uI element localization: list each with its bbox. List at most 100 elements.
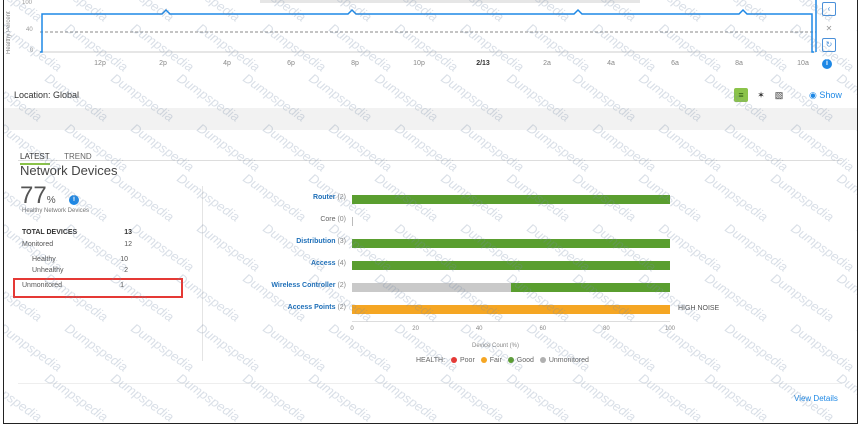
- info-icon[interactable]: i: [69, 195, 79, 205]
- watermark-text: Dumpspedia: [570, 270, 639, 325]
- watermark-text: Dumpspedia: [240, 270, 309, 325]
- tab-trend[interactable]: TREND: [64, 152, 92, 161]
- watermark-text: Dumpspedia: [306, 370, 375, 424]
- timeline-x-tick: 8a: [735, 60, 743, 67]
- divider: [18, 383, 842, 384]
- watermark-text: Dumpspedia: [108, 170, 177, 225]
- chart-x-tick: 40: [475, 326, 483, 332]
- timeline-x-tick: 6p: [287, 60, 295, 67]
- watermark-text: Dumpspedia: [174, 270, 243, 325]
- chevron-left-icon[interactable]: ‹: [822, 2, 836, 16]
- timeline-x-tick: 4a: [607, 60, 615, 67]
- watermark-text: Dumpspedia: [3, 370, 45, 424]
- bar-label[interactable]: Distribution (3): [296, 238, 346, 245]
- row-value: 2: [124, 267, 128, 274]
- row-value: 12: [124, 241, 132, 248]
- legend-item-good: Good: [507, 357, 534, 364]
- timeline-x-tick: 10a: [797, 60, 809, 67]
- network-health-panel: Healthy Percent 100 40 0 12p 2p 4p 6p 8p…: [3, 0, 858, 424]
- legend-item-fair: Fair: [480, 357, 502, 364]
- bar-row: [352, 261, 670, 270]
- info-icon[interactable]: i: [822, 59, 832, 69]
- summary-row-monitored: Monitored 12: [22, 241, 132, 248]
- bar-annotation: HIGH NOISE: [678, 305, 720, 312]
- bar-label[interactable]: Access (4): [310, 260, 346, 267]
- bar-segment-good[interactable]: [352, 195, 670, 204]
- bar-segment-fair[interactable]: [352, 305, 670, 314]
- divider: [18, 160, 842, 161]
- chart-x-tick: 20: [412, 326, 419, 332]
- show-link-label: Show: [819, 90, 842, 100]
- legend-item-unmonitored: Unmonitored: [539, 357, 589, 364]
- watermark-text: Dumpspedia: [788, 320, 857, 375]
- watermark-text: Dumpspedia: [722, 320, 791, 375]
- watermark-text: Dumpspedia: [504, 270, 573, 325]
- row-value: 13: [124, 229, 132, 236]
- watermark-text: Dumpspedia: [854, 320, 858, 375]
- bar-segment-unmonitored[interactable]: [352, 283, 511, 292]
- location-label: Location: Global: [14, 90, 80, 100]
- list-view-icon[interactable]: ≡: [734, 88, 748, 102]
- bar-label[interactable]: Wireless Controller (2): [271, 282, 346, 289]
- bar-segment-good[interactable]: [511, 283, 670, 292]
- row-label: TOTAL DEVICES: [22, 229, 78, 236]
- close-icon[interactable]: ✕: [822, 22, 836, 36]
- watermark-text: Dumpspedia: [570, 370, 639, 424]
- section-separator: [4, 108, 857, 130]
- watermark-text: Dumpspedia: [636, 270, 705, 325]
- healthy-percent: 77%: [20, 182, 56, 210]
- timeline-y-tick: 40: [26, 27, 33, 33]
- summary-row-unhealthy[interactable]: Unhealthy 2: [32, 267, 128, 274]
- row-value: 10: [120, 256, 128, 263]
- watermark-text: Dumpspedia: [108, 370, 177, 424]
- watermark-text: Dumpspedia: [524, 320, 593, 375]
- tab-latest[interactable]: LATEST: [20, 152, 50, 165]
- chart-x-tick: 80: [603, 326, 610, 332]
- bar-row: [352, 283, 670, 292]
- summary-row-healthy: Healthy 10: [32, 256, 128, 263]
- health-timeline[interactable]: Healthy Percent 100 40 0 12p 2p 4p 6p 8p…: [4, 0, 857, 80]
- bar-segment-good[interactable]: [352, 261, 670, 270]
- timeline-x-tick: 10p: [413, 60, 425, 67]
- timeline-y-tick: 0: [30, 48, 34, 54]
- bar-label: Core (0): [320, 216, 346, 223]
- watermark-text: Dumpspedia: [260, 320, 329, 375]
- watermark-text: Dumpspedia: [590, 320, 659, 375]
- watermark-text: Dumpspedia: [392, 320, 461, 375]
- row-value: 1: [120, 282, 124, 289]
- watermark-text: Dumpspedia: [788, 220, 857, 275]
- bar-row: [352, 195, 670, 204]
- summary-row-unmonitored[interactable]: Unmonitored 1: [22, 282, 124, 289]
- bar-row: [352, 239, 670, 248]
- watermark-text: Dumpspedia: [372, 270, 441, 325]
- watermark-text: Dumpspedia: [42, 370, 111, 424]
- timeline-plot: [40, 0, 817, 53]
- watermark-text: Dumpspedia: [194, 320, 263, 375]
- legend-title: HEALTH:: [416, 357, 446, 364]
- bar-row: [352, 305, 670, 314]
- chart-x-tick: 0: [350, 326, 354, 332]
- chart-x-axis-title: Device Count (%): [472, 343, 520, 349]
- bar-segment-good[interactable]: [352, 239, 670, 248]
- view-tabs: LATEST TREND: [20, 146, 102, 165]
- chart-legend: HEALTH: Poor Fair Good Unmonitored: [416, 357, 593, 364]
- refresh-icon[interactable]: ↻: [822, 38, 836, 52]
- watermark-text: Dumpspedia: [438, 370, 507, 424]
- watermark-text: Dumpspedia: [636, 370, 705, 424]
- timeline-x-tick: 2a: [543, 60, 551, 67]
- topology-view-icon[interactable]: ✶: [757, 90, 765, 100]
- location-bar: Location: Global ≡ ✶ ▧ ◉ Show: [4, 84, 857, 106]
- watermark-text: Dumpspedia: [834, 170, 858, 225]
- bar-label[interactable]: Router (2): [312, 194, 346, 201]
- timeline-x-tick: 6a: [671, 60, 679, 67]
- bar-label[interactable]: Access Points (2): [287, 304, 346, 311]
- timeline-x-tick: 8p: [351, 60, 359, 67]
- bar-segment-empty: [352, 217, 353, 226]
- show-link[interactable]: ◉ Show: [809, 90, 842, 101]
- timeline-y-tick: 100: [22, 0, 33, 6]
- watermark-text: Dumpspedia: [504, 370, 573, 424]
- view-details-link[interactable]: View Details: [794, 394, 838, 403]
- watermark-text: Dumpspedia: [834, 270, 858, 325]
- watermark-text: Dumpspedia: [306, 270, 375, 325]
- map-view-icon[interactable]: ▧: [774, 90, 784, 100]
